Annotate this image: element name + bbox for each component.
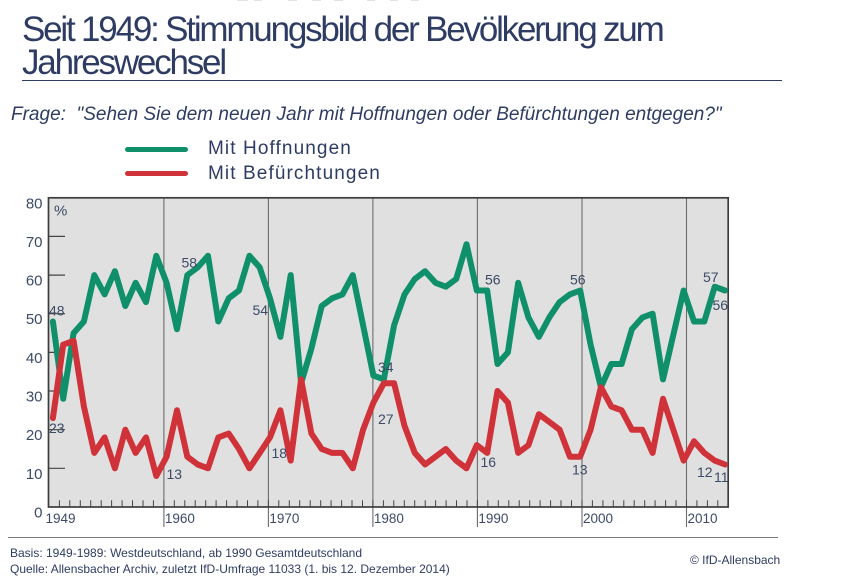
- svg-text:1970: 1970: [269, 511, 299, 526]
- svg-text:54: 54: [253, 302, 269, 318]
- svg-text:70: 70: [26, 234, 43, 251]
- svg-text:1949: 1949: [46, 511, 76, 526]
- svg-text:1960: 1960: [165, 511, 195, 526]
- svg-text:2010: 2010: [688, 511, 718, 526]
- svg-text:13: 13: [572, 462, 588, 478]
- svg-text:27: 27: [378, 411, 394, 427]
- svg-text:%: %: [54, 203, 67, 220]
- svg-text:10: 10: [26, 466, 43, 483]
- svg-text:80: 80: [26, 195, 43, 212]
- svg-text:1990: 1990: [478, 511, 508, 526]
- svg-text:34: 34: [378, 359, 394, 375]
- svg-text:2000: 2000: [583, 511, 613, 526]
- svg-text:18: 18: [272, 445, 288, 461]
- svg-text:23: 23: [49, 420, 65, 436]
- svg-text:0: 0: [34, 505, 42, 522]
- svg-text:50: 50: [26, 311, 43, 328]
- svg-text:48: 48: [49, 302, 65, 318]
- svg-text:30: 30: [26, 389, 43, 406]
- svg-text:16: 16: [481, 454, 497, 470]
- svg-text:20: 20: [26, 427, 43, 444]
- svg-text:13: 13: [167, 466, 183, 482]
- svg-text:56: 56: [570, 272, 586, 288]
- svg-text:58: 58: [182, 255, 198, 271]
- svg-text:12: 12: [697, 464, 713, 480]
- svg-text:56: 56: [485, 272, 501, 288]
- svg-text:11: 11: [714, 469, 729, 485]
- svg-text:57: 57: [703, 269, 719, 285]
- svg-text:56: 56: [713, 297, 729, 313]
- svg-text:40: 40: [26, 350, 43, 367]
- svg-text:1980: 1980: [374, 511, 404, 526]
- svg-text:60: 60: [26, 273, 43, 290]
